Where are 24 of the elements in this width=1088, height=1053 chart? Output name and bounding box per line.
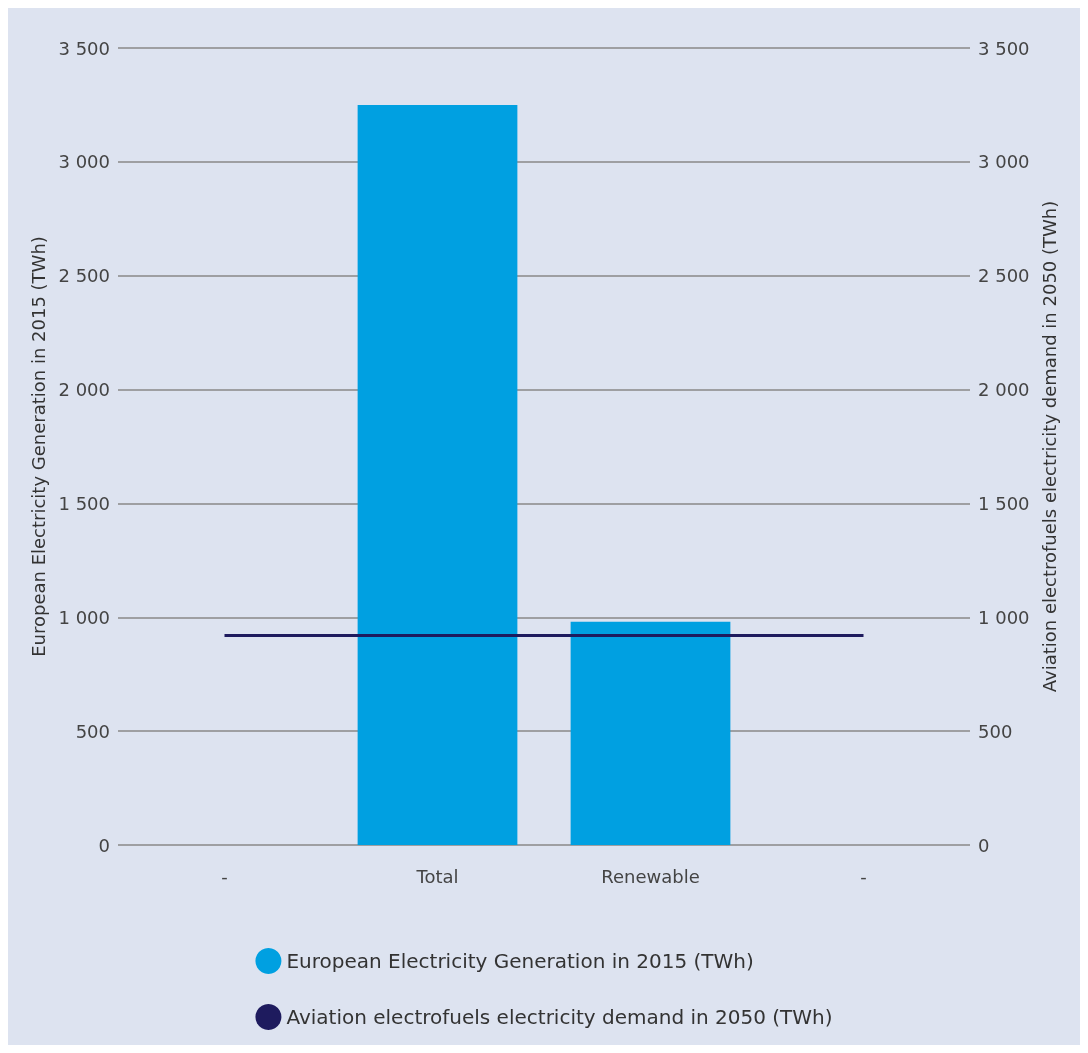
legend-label: European Electricity Generation in 2015 (TWh): [286, 949, 754, 973]
y2-tick-label: 2 500: [978, 265, 1030, 287]
y2-tick-label: 500: [978, 720, 1013, 742]
x-tick-label: -: [221, 865, 228, 887]
x-tick-label: Renewable: [601, 865, 700, 887]
y-tick-label: 2 500: [58, 265, 110, 287]
y-tick-label: 1 000: [58, 606, 110, 628]
y2-tick-label: 0: [978, 834, 990, 856]
y-tick-label: 500: [75, 720, 110, 742]
y-tick-label: 2 000: [58, 379, 110, 401]
y-axis-title: European Electricity Generation in 2015 (TWh): [28, 236, 50, 657]
y2-tick-label: 3 500: [978, 37, 1030, 59]
x-tick-label: -: [860, 865, 867, 887]
y2-tick-label: 3 000: [978, 151, 1030, 173]
y-tick-label: 1 500: [58, 492, 110, 514]
y-tick-label: 3 000: [58, 151, 110, 173]
legend-label: Aviation electrofuels electricity demand in 2050 (TWh): [286, 1005, 833, 1029]
y-tick-label: 3 500: [58, 37, 110, 59]
x-tick-label: Total: [415, 865, 459, 887]
y2-tick-label: 1 000: [978, 606, 1030, 628]
y-tick-label: 0: [98, 834, 110, 856]
y2-tick-label: 2 000: [978, 379, 1030, 401]
y2-axis-title: Aviation electrofuels electricity demand in 2050 (TWh): [1038, 200, 1060, 693]
y2-tick-label: 1 500: [978, 492, 1030, 514]
